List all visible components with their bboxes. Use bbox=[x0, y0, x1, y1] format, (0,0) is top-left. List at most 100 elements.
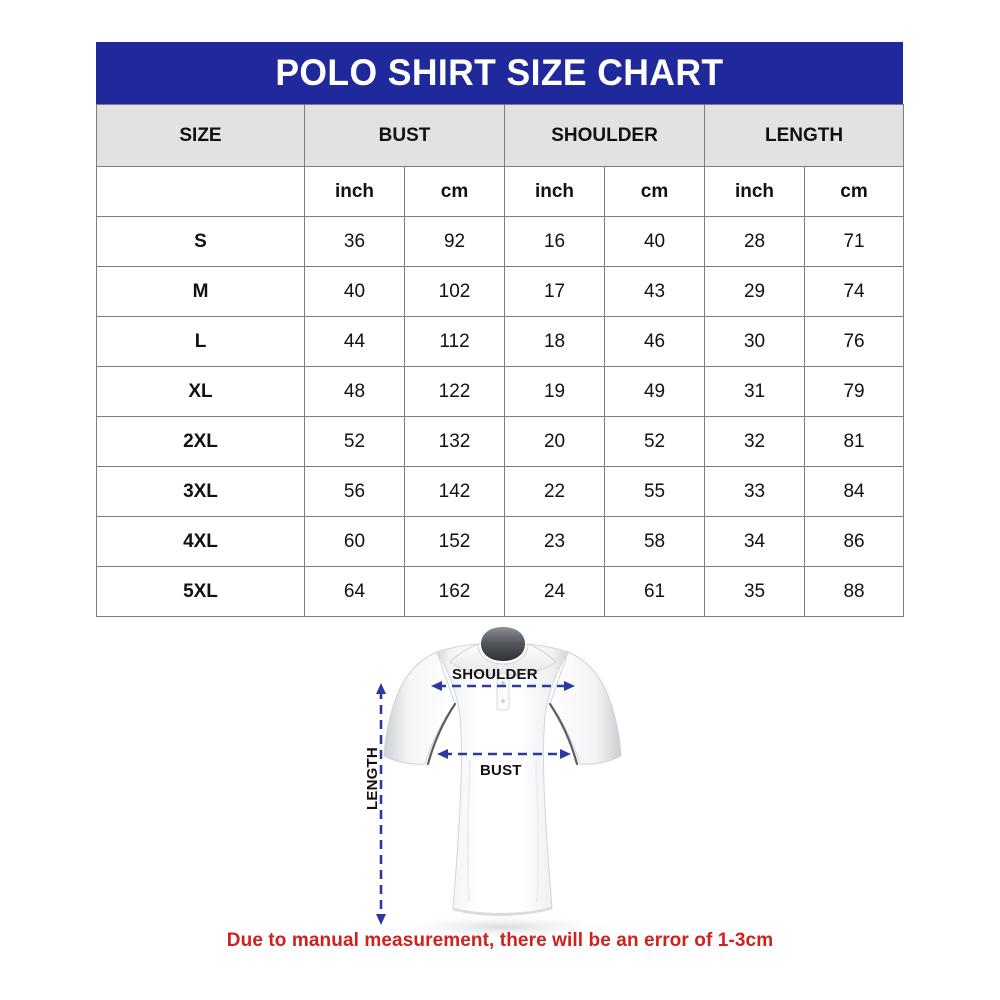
table-row: 3XL 56 142 22 55 33 84 bbox=[96, 466, 905, 517]
column-header-size: SIZE bbox=[96, 104, 305, 167]
units-cell-shoulder-inch: inch bbox=[504, 166, 606, 217]
shirt-collar-wings bbox=[449, 643, 557, 677]
measurement-diagram: SHOULDER BUST LENGTH bbox=[0, 620, 1000, 940]
cell-bust-cm: 132 bbox=[403, 416, 506, 467]
cell-length-cm: 74 bbox=[804, 266, 905, 317]
cell-length-cm: 84 bbox=[804, 466, 905, 517]
shirt-fold-right bbox=[535, 759, 540, 903]
polo-shirt-illustration bbox=[376, 627, 622, 940]
shirt-collar-inner bbox=[481, 627, 525, 661]
table-row: XL 48 122 19 49 31 79 bbox=[96, 366, 905, 417]
units-cell-bust-inch: inch bbox=[304, 166, 405, 217]
cell-bust-cm: 92 bbox=[403, 216, 506, 267]
cell-length-cm: 79 bbox=[804, 366, 905, 417]
shirt-fold-left bbox=[466, 759, 471, 903]
shirt-shadow bbox=[385, 914, 621, 940]
column-header-shoulder: SHOULDER bbox=[504, 104, 706, 167]
cell-length-cm: 81 bbox=[804, 416, 905, 467]
cell-bust-inch: 40 bbox=[304, 266, 405, 317]
cell-length-inch: 30 bbox=[704, 316, 806, 367]
cell-size: M bbox=[96, 266, 305, 317]
cell-bust-inch: 56 bbox=[304, 466, 405, 517]
cell-size: 4XL bbox=[96, 516, 305, 567]
table-row: 4XL 60 152 23 58 34 86 bbox=[96, 516, 905, 567]
cell-shoulder-inch: 20 bbox=[504, 416, 606, 467]
cell-bust-inch: 60 bbox=[304, 516, 405, 567]
cell-size: XL bbox=[96, 366, 305, 417]
units-cell-bust-cm: cm bbox=[403, 166, 506, 217]
cell-shoulder-cm: 40 bbox=[604, 216, 706, 267]
column-header-length: LENGTH bbox=[704, 104, 905, 167]
size-chart-card: POLO SHIRT SIZE CHART SIZE BUST SHOULDER… bbox=[96, 42, 905, 617]
shirt-left-sleeve bbox=[383, 651, 456, 765]
cell-shoulder-cm: 49 bbox=[604, 366, 706, 417]
shirt-right-sleeve bbox=[549, 651, 622, 765]
shirt-hem bbox=[452, 906, 553, 916]
cell-length-inch: 29 bbox=[704, 266, 806, 317]
cell-shoulder-cm: 55 bbox=[604, 466, 706, 517]
cell-length-inch: 28 bbox=[704, 216, 806, 267]
column-header-bust: BUST bbox=[303, 104, 506, 167]
chart-title-bar: POLO SHIRT SIZE CHART bbox=[96, 42, 903, 104]
cell-bust-inch: 44 bbox=[304, 316, 405, 367]
cell-shoulder-inch: 17 bbox=[504, 266, 606, 317]
cell-length-inch: 33 bbox=[704, 466, 806, 517]
shoulder-dimension-arrow bbox=[431, 681, 575, 691]
cell-bust-cm: 102 bbox=[403, 266, 506, 317]
cell-length-cm: 88 bbox=[804, 566, 905, 617]
cell-bust-cm: 122 bbox=[403, 366, 506, 417]
cell-length-inch: 34 bbox=[704, 516, 806, 567]
cell-shoulder-inch: 22 bbox=[504, 466, 606, 517]
cell-shoulder-cm: 61 bbox=[604, 566, 706, 617]
shirt-button-top bbox=[501, 681, 505, 685]
cell-bust-inch: 36 bbox=[304, 216, 405, 267]
shirt-button-bottom bbox=[501, 699, 505, 703]
cell-size: S bbox=[96, 216, 305, 267]
cell-bust-cm: 112 bbox=[403, 316, 506, 367]
cell-size: L bbox=[96, 316, 305, 367]
cell-size: 3XL bbox=[96, 466, 305, 517]
cell-size: 2XL bbox=[96, 416, 305, 467]
shirt-right-armhole-seam bbox=[548, 702, 579, 766]
cell-size: 5XL bbox=[96, 566, 305, 617]
length-dimension-arrow bbox=[376, 683, 386, 925]
shirt-left-armhole-seam bbox=[426, 702, 457, 766]
size-chart-table: SIZE BUST SHOULDER LENGTH inch cm inch c… bbox=[96, 104, 905, 617]
cell-shoulder-inch: 23 bbox=[504, 516, 606, 567]
cell-bust-cm: 142 bbox=[403, 466, 506, 517]
cell-length-inch: 32 bbox=[704, 416, 806, 467]
cell-shoulder-cm: 52 bbox=[604, 416, 706, 467]
cell-length-cm: 86 bbox=[804, 516, 905, 567]
cell-shoulder-inch: 19 bbox=[504, 366, 606, 417]
cell-shoulder-cm: 58 bbox=[604, 516, 706, 567]
cell-shoulder-inch: 24 bbox=[504, 566, 606, 617]
cell-length-cm: 76 bbox=[804, 316, 905, 367]
page-title: POLO SHIRT SIZE CHART bbox=[275, 52, 724, 93]
table-row: S 36 92 16 40 28 71 bbox=[96, 216, 905, 267]
units-cell-length-cm: cm bbox=[804, 166, 905, 217]
units-cell-blank bbox=[96, 166, 305, 217]
table-row: M 40 102 17 43 29 74 bbox=[96, 266, 905, 317]
cell-shoulder-cm: 43 bbox=[604, 266, 706, 317]
shirt-placket bbox=[496, 673, 510, 711]
bust-dimension-arrow bbox=[437, 749, 571, 759]
table-units-row: inch cm inch cm inch cm bbox=[96, 166, 905, 217]
cell-bust-inch: 52 bbox=[304, 416, 405, 467]
cell-shoulder-cm: 46 bbox=[604, 316, 706, 367]
measurement-disclaimer: Due to manual measurement, there will be… bbox=[226, 930, 774, 951]
cell-bust-inch: 48 bbox=[304, 366, 405, 417]
units-cell-shoulder-cm: cm bbox=[604, 166, 706, 217]
cell-length-cm: 71 bbox=[804, 216, 905, 267]
table-row: L 44 112 18 46 30 76 bbox=[96, 316, 905, 367]
bust-label: BUST bbox=[480, 762, 522, 779]
units-cell-length-inch: inch bbox=[704, 166, 806, 217]
cell-bust-inch: 64 bbox=[304, 566, 405, 617]
table-row: 2XL 52 132 20 52 32 81 bbox=[96, 416, 905, 467]
length-label: LENGTH bbox=[363, 747, 381, 810]
cell-bust-cm: 152 bbox=[403, 516, 506, 567]
shoulder-label: SHOULDER bbox=[452, 666, 538, 683]
cell-length-inch: 31 bbox=[704, 366, 806, 417]
cell-shoulder-inch: 18 bbox=[504, 316, 606, 367]
table-group-header-row: SIZE BUST SHOULDER LENGTH bbox=[96, 104, 905, 167]
cell-length-inch: 35 bbox=[704, 566, 806, 617]
